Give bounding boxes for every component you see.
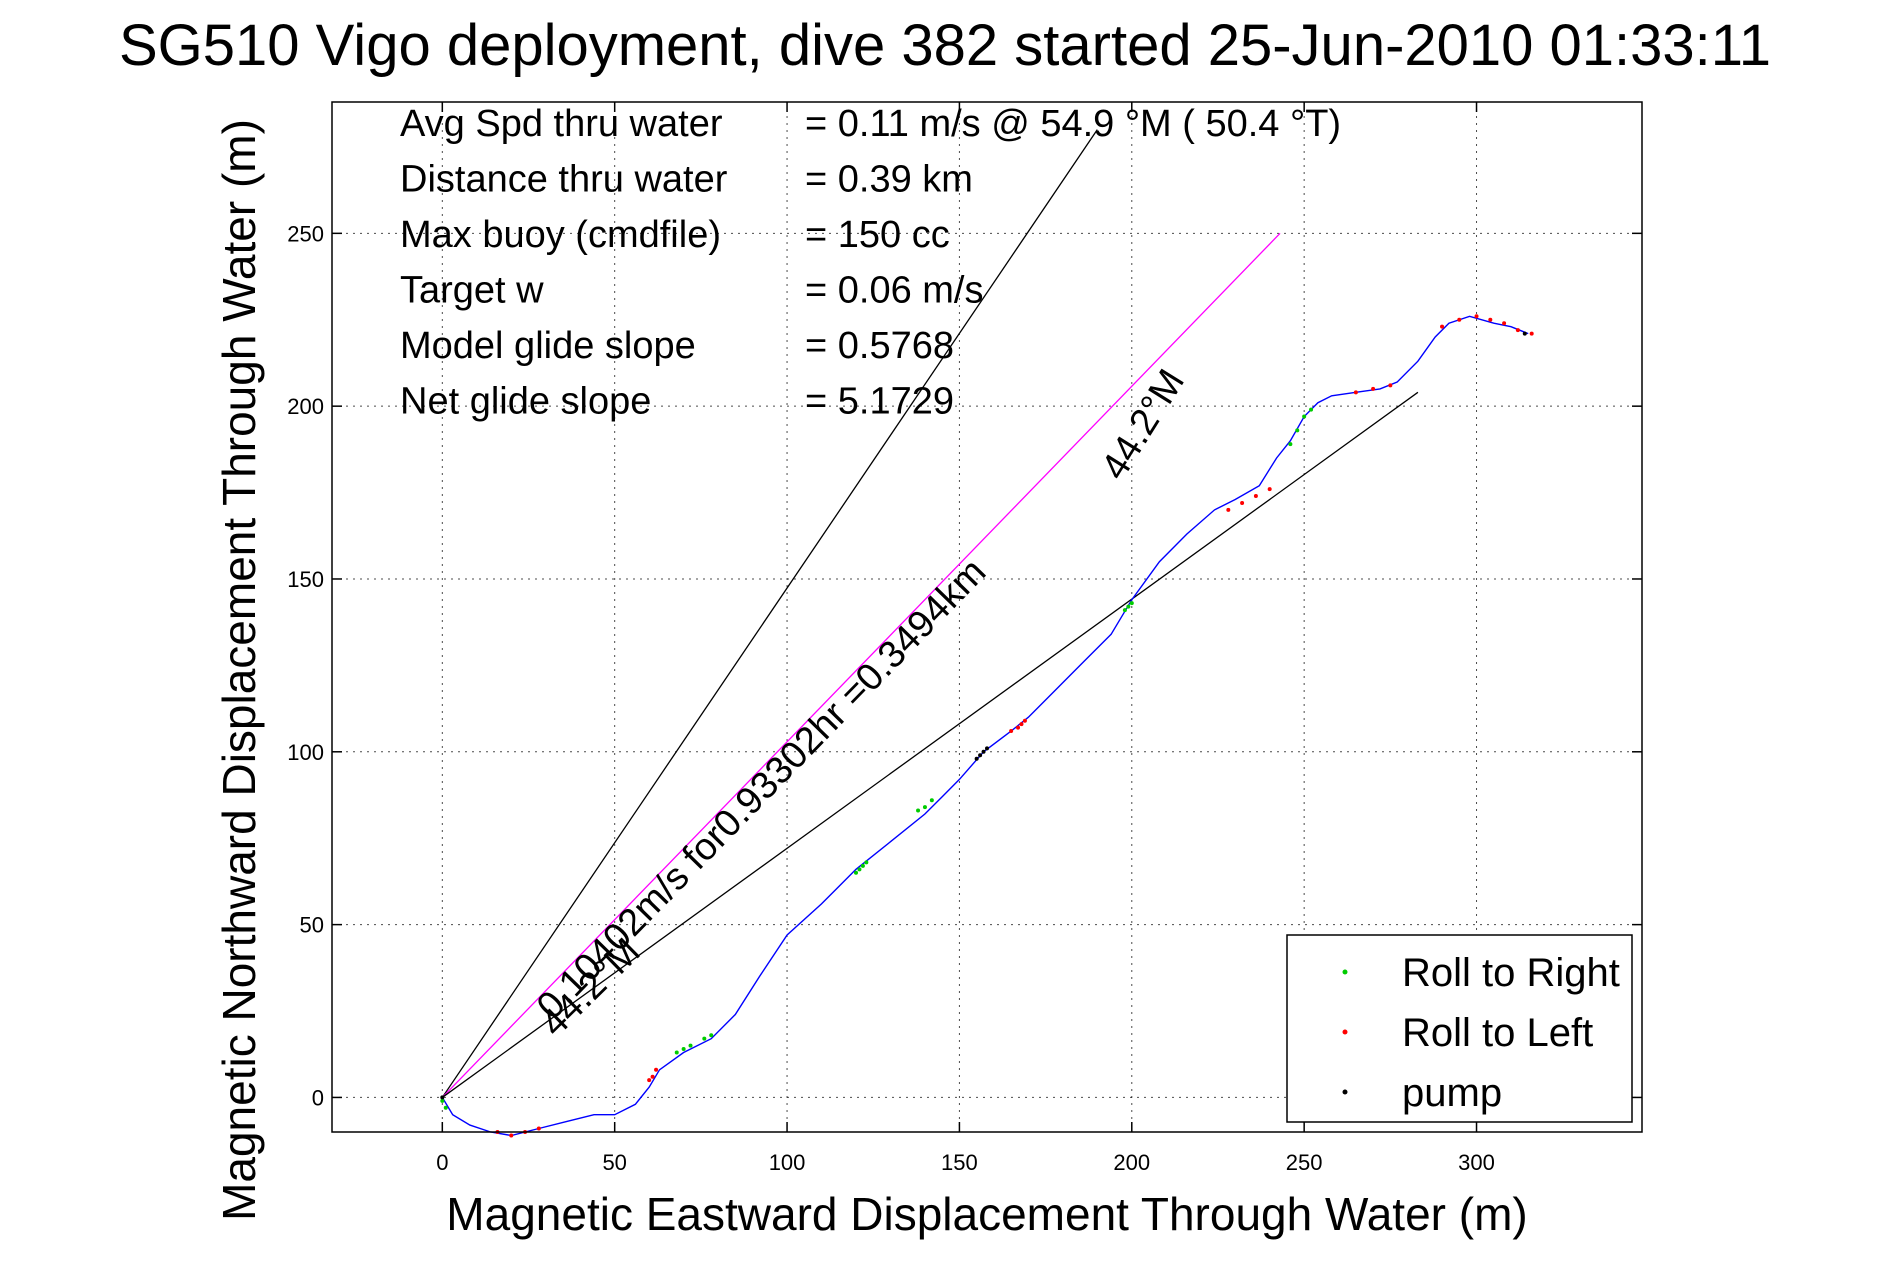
- point-roll-to-right: [1122, 608, 1127, 613]
- axis-ticks: 0 50 100 150 200 250 300 0 50 100 150 200 250: [287, 102, 1642, 1175]
- point-roll-to-left: [654, 1067, 659, 1072]
- point-roll-to-right: [857, 867, 862, 872]
- point-roll-to-left: [1240, 500, 1245, 505]
- point-roll-to-right: [864, 860, 869, 865]
- point-roll-to-right: [702, 1036, 707, 1041]
- point-roll-to-right: [681, 1047, 686, 1052]
- x-axis-label: Magnetic Eastward Displacement Through W…: [446, 1188, 1527, 1240]
- point-roll-to-left: [1529, 331, 1534, 336]
- x-tick-label: 100: [769, 1150, 806, 1175]
- reference-lines: [441, 129, 1419, 1098]
- point-roll-to-right: [929, 798, 934, 803]
- point-roll-to-right: [674, 1050, 679, 1055]
- x-tick-label: 250: [1286, 1150, 1323, 1175]
- x-tick-label: 300: [1458, 1150, 1495, 1175]
- average-track-line: [441, 232, 1281, 1098]
- stat-value: = 0.06 m/s: [805, 270, 983, 312]
- point-pump: [985, 746, 989, 751]
- legend-marker: [1342, 969, 1348, 975]
- y-tick-label: 100: [287, 740, 324, 765]
- stat-value: = 150 cc: [805, 214, 950, 256]
- plot-frame: [331, 101, 1643, 1133]
- point-roll-to-left: [509, 1133, 514, 1138]
- stats-block: Avg Spd thru water = 0.11 m/s @ 54.9 °M (…: [400, 103, 1341, 423]
- point-roll-to-right: [443, 1105, 448, 1110]
- point-roll-to-right: [440, 1098, 445, 1103]
- legend-entry: Roll to Right: [1402, 951, 1620, 995]
- stat-label: Target w: [400, 270, 544, 312]
- stat-label: Net glide slope: [400, 381, 651, 423]
- y-tick-label: 50: [300, 913, 324, 938]
- x-tick-label: 150: [941, 1150, 978, 1175]
- chart-title: SG510 Vigo deployment, dive 382 started …: [119, 13, 1771, 78]
- point-roll-to-right: [1288, 442, 1293, 447]
- point-roll-to-right: [916, 808, 921, 813]
- y-tick-label: 150: [287, 567, 324, 592]
- stat-label: Model glide slope: [400, 325, 696, 367]
- x-tick-label: 0: [436, 1150, 448, 1175]
- stat-label: Avg Spd thru water: [400, 103, 723, 145]
- point-roll-to-left: [647, 1078, 652, 1083]
- stat-value: = 5.1729: [805, 381, 954, 423]
- point-roll-to-right: [922, 805, 927, 810]
- point-roll-to-left: [1353, 390, 1358, 395]
- grid: [332, 102, 1642, 1132]
- point-roll-to-left: [1515, 328, 1520, 333]
- point-roll-to-left: [1440, 324, 1445, 329]
- point-roll-to-right: [1302, 414, 1307, 419]
- point-roll-to-left: [1502, 321, 1507, 326]
- point-roll-to-right: [688, 1043, 693, 1048]
- x-tick-label: 50: [602, 1150, 626, 1175]
- point-roll-to-right: [1126, 604, 1131, 609]
- point-roll-to-right: [1309, 407, 1314, 412]
- point-pump: [440, 1095, 445, 1100]
- point-roll-to-right: [1295, 428, 1300, 433]
- point-pump: [981, 749, 986, 754]
- legend-entry: Roll to Left: [1402, 1011, 1593, 1055]
- stat-value: = 0.39 km: [805, 159, 973, 201]
- point-roll-to-left: [1267, 487, 1272, 492]
- point-roll-to-left: [1016, 725, 1021, 730]
- point-roll-to-right: [854, 870, 858, 875]
- point-roll-to-left: [650, 1074, 655, 1079]
- point-roll-to-right: [1129, 601, 1134, 606]
- point-roll-to-right: [709, 1033, 714, 1038]
- point-pump: [978, 753, 983, 758]
- y-tick-label: 250: [287, 221, 324, 246]
- stat-label: Max buoy (cmdfile): [400, 214, 721, 256]
- point-roll-to-left: [1474, 314, 1479, 319]
- legend-entry: pump: [1402, 1071, 1502, 1115]
- point-roll-to-left: [1226, 507, 1231, 512]
- point-roll-to-left: [1009, 729, 1014, 734]
- point-pump: [1522, 331, 1527, 336]
- point-roll-to-right: [860, 863, 865, 868]
- point-roll-to-left: [1457, 317, 1462, 322]
- stat-value: = 0.5768: [805, 325, 954, 367]
- track-line-steep: [441, 129, 1098, 1098]
- point-pump: [974, 756, 979, 761]
- point-roll-to-left: [1371, 386, 1376, 391]
- point-roll-to-left: [1488, 317, 1493, 322]
- stat-value: = 0.11 m/s @ 54.9 °M ( 50.4 °T): [805, 103, 1341, 145]
- point-roll-to-left: [1019, 722, 1024, 727]
- point-roll-to-left: [1388, 383, 1393, 388]
- heading-line: [441, 391, 1419, 1098]
- y-tick-label: 0: [312, 1085, 324, 1110]
- x-tick-label: 200: [1113, 1150, 1150, 1175]
- y-axis-label: Magnetic Northward Displacement Through …: [213, 119, 265, 1221]
- point-roll-to-left: [536, 1126, 541, 1131]
- legend-marker: [1342, 1029, 1348, 1035]
- point-roll-to-left: [1022, 718, 1027, 723]
- y-tick-label: 200: [287, 394, 324, 419]
- legend-marker: [1342, 1089, 1348, 1095]
- data-points: [440, 314, 1534, 1138]
- legend: Roll to Right Roll to Left pump: [1286, 934, 1633, 1123]
- point-roll-to-left: [1253, 494, 1258, 499]
- stat-label: Distance thru water: [400, 159, 728, 201]
